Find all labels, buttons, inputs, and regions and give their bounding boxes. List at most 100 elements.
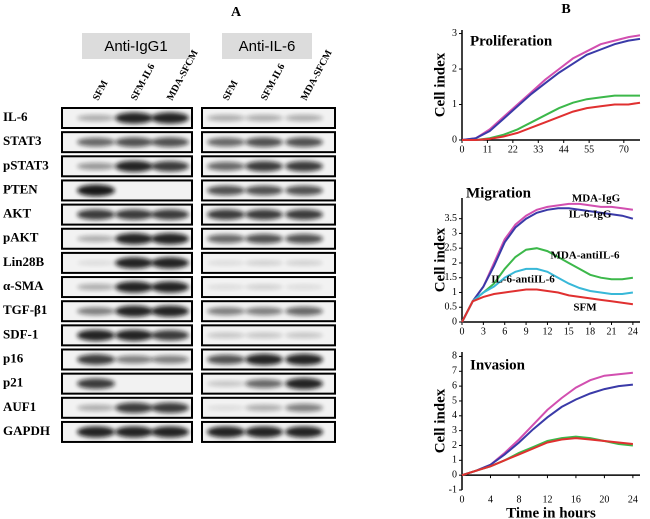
x-tick-label: 20: [599, 494, 609, 505]
series-line: [461, 202, 634, 323]
protein-label: α-SMA: [3, 278, 44, 293]
band: [77, 283, 115, 291]
x-tick-label: 0: [460, 326, 465, 337]
group-box: [82, 33, 190, 59]
band: [245, 233, 283, 244]
band: [245, 185, 283, 196]
band: [285, 403, 323, 412]
band: [77, 329, 115, 341]
band: [77, 114, 115, 122]
x-tick-label: 4: [488, 494, 493, 505]
y-tick-label: 8: [452, 351, 457, 362]
band: [245, 353, 283, 366]
band: [77, 137, 115, 147]
protein-label: p16: [3, 350, 24, 365]
band: [151, 305, 189, 317]
series-line: [461, 383, 634, 477]
y-tick-label: 5: [452, 395, 457, 406]
protein-label: IL-6: [3, 109, 28, 124]
band: [77, 235, 115, 242]
band: [285, 233, 323, 244]
band: [285, 426, 323, 438]
series-line: [462, 101, 641, 141]
band: [115, 355, 153, 364]
x-tick-label: 55: [584, 144, 594, 155]
y-tick-label: 7: [452, 366, 457, 377]
x-tick-label: 15: [564, 326, 574, 337]
band: [77, 162, 115, 170]
x-tick-label: 24: [628, 326, 638, 337]
group-label: Anti-IL-6: [239, 38, 296, 55]
y-tick-label: 0: [452, 316, 457, 327]
protein-label: pSTAT3: [3, 157, 49, 172]
y-tick-label: 3: [452, 228, 457, 239]
protein-label: SDF-1: [3, 326, 38, 341]
protein-label: TGF-β1: [3, 302, 47, 317]
y-axis-label: Cell index: [432, 227, 448, 292]
band: [245, 114, 283, 122]
lane-label: SFM: [91, 78, 111, 102]
protein-label: p21: [3, 375, 23, 390]
band: [207, 185, 245, 196]
series-line: [461, 247, 634, 323]
panel-label: A: [231, 5, 242, 20]
band: [151, 112, 189, 124]
band: [285, 137, 323, 147]
panel-label: B: [561, 2, 570, 17]
y-tick-label: 1: [452, 287, 457, 298]
y-tick-label: 1.5: [445, 272, 458, 283]
band: [207, 137, 245, 147]
band: [207, 332, 245, 339]
band: [151, 257, 189, 269]
x-tick-label: 9: [524, 326, 529, 337]
band: [151, 161, 189, 172]
x-tick-label: 16: [571, 494, 581, 505]
band: [115, 112, 153, 124]
band: [115, 160, 153, 172]
x-tick-label: 11: [483, 144, 493, 155]
band: [77, 378, 115, 389]
band: [285, 306, 323, 316]
chart-title: Migration: [466, 185, 532, 201]
y-tick-label: 6: [452, 380, 457, 391]
band: [245, 260, 283, 266]
y-tick-label: 1: [452, 455, 457, 466]
x-axis-label: Time in hours: [506, 505, 596, 519]
protein-label: STAT3: [3, 133, 42, 148]
band: [207, 405, 245, 411]
x-tick-label: 0: [460, 144, 465, 155]
band: [77, 354, 115, 365]
band: [245, 307, 283, 316]
band: [207, 307, 245, 316]
series-label: SFM: [573, 302, 597, 314]
protein-label: PTEN: [3, 181, 38, 196]
band: [115, 305, 153, 317]
y-tick-label: 0: [452, 469, 457, 480]
band: [151, 137, 189, 147]
band: [151, 209, 189, 220]
y-tick-label: 2: [452, 257, 457, 268]
x-tick-label: 12: [542, 326, 552, 337]
y-axis-label: Cell index: [432, 52, 448, 117]
band: [115, 257, 153, 269]
band: [151, 330, 189, 341]
band: [115, 402, 153, 413]
band: [151, 281, 189, 293]
x-tick-label: 3: [481, 326, 486, 337]
band: [245, 284, 283, 290]
band: [285, 114, 323, 122]
group-box: [222, 33, 312, 59]
band: [77, 307, 115, 316]
band: [77, 404, 115, 411]
series-label: IL-6-antiIL-6: [491, 274, 555, 286]
series-line: [462, 94, 640, 141]
band: [285, 161, 323, 172]
band: [207, 161, 245, 171]
band: [207, 209, 245, 220]
x-tick-label: 70: [619, 144, 629, 155]
band: [115, 137, 153, 147]
band: [151, 233, 189, 245]
band: [245, 209, 283, 220]
band: [245, 404, 283, 411]
series-label: MDA-IgG: [572, 193, 621, 205]
